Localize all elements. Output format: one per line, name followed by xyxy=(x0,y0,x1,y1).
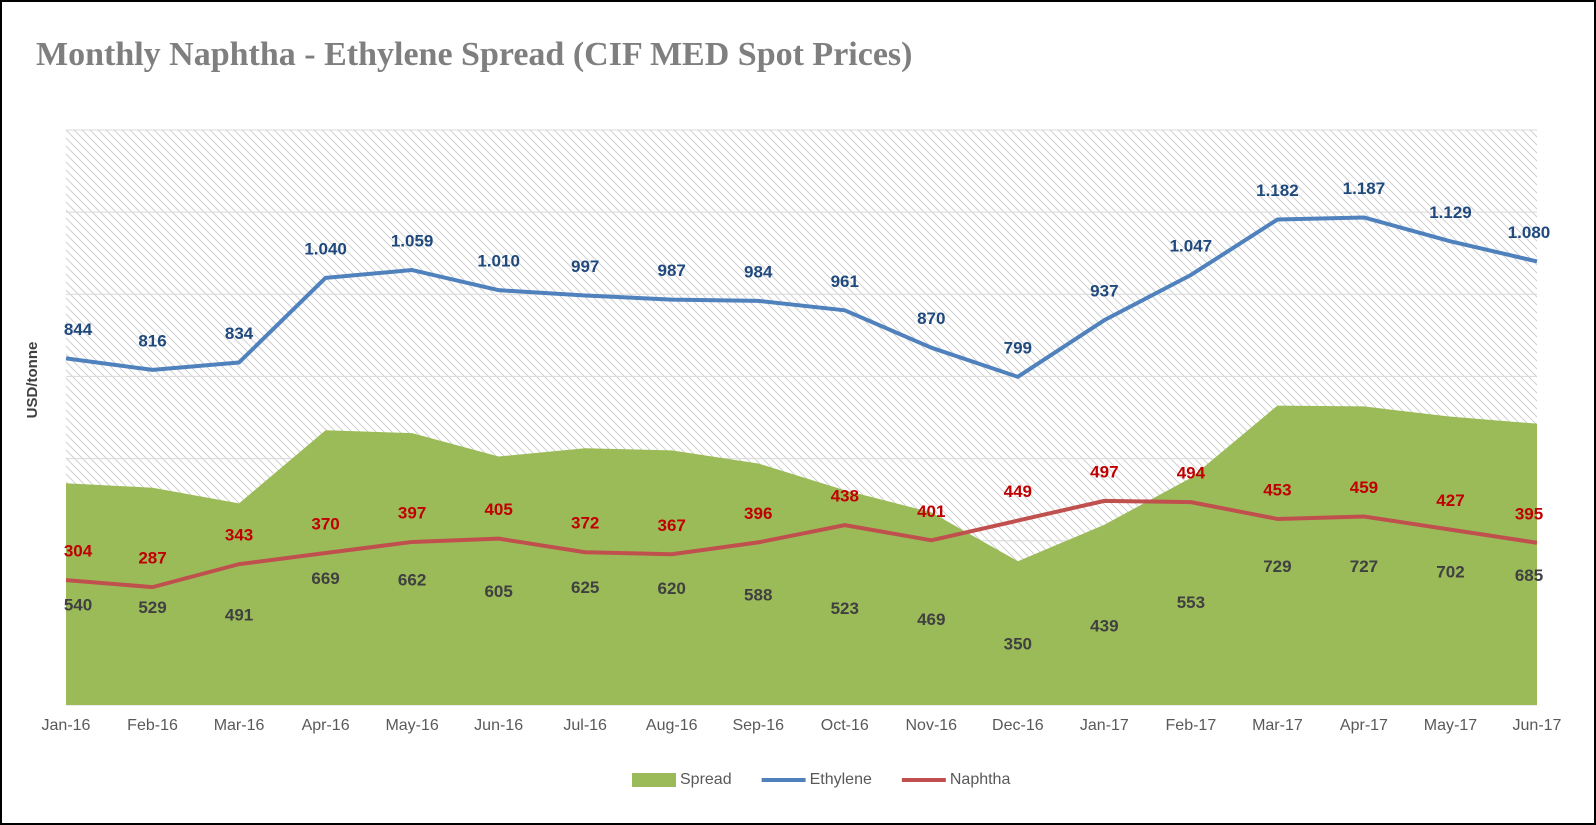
x-tick-label: Jan-16 xyxy=(42,717,91,734)
value-label: 620 xyxy=(658,579,686,598)
value-label: 396 xyxy=(744,504,772,523)
value-label: 702 xyxy=(1436,562,1464,581)
value-label: 1.187 xyxy=(1343,179,1386,198)
value-label: 438 xyxy=(831,487,859,506)
legend-swatch xyxy=(632,773,676,787)
value-label: 401 xyxy=(917,502,945,521)
value-label: 439 xyxy=(1090,616,1118,635)
value-label: 350 xyxy=(1004,635,1032,654)
x-tick-label: May-17 xyxy=(1424,717,1477,734)
line xyxy=(65,498,1538,590)
area xyxy=(66,405,1537,705)
value-label: 984 xyxy=(744,262,773,281)
value-label: 469 xyxy=(917,610,945,629)
value-label: 662 xyxy=(398,571,426,590)
value-label: 685 xyxy=(1515,566,1543,585)
value-label: 427 xyxy=(1436,491,1464,510)
value-label: 370 xyxy=(311,515,339,534)
value-label: 553 xyxy=(1177,593,1205,612)
value-label: 367 xyxy=(658,516,686,535)
legend-label: Ethylene xyxy=(810,771,872,788)
value-label: 625 xyxy=(571,578,599,597)
value-label: 540 xyxy=(64,596,92,615)
value-label: 459 xyxy=(1350,478,1378,497)
x-tick-label: Mar-16 xyxy=(214,717,265,734)
value-label: 987 xyxy=(658,261,686,280)
value-label: 844 xyxy=(64,320,93,339)
value-label: 870 xyxy=(917,309,945,328)
value-label: 287 xyxy=(138,549,166,568)
x-tick-label: Aug-16 xyxy=(646,717,698,734)
value-label: 397 xyxy=(398,503,426,522)
value-label: 669 xyxy=(311,569,339,588)
x-tick-label: Jan-17 xyxy=(1080,717,1129,734)
value-label: 405 xyxy=(484,500,512,519)
x-tick-label: Nov-16 xyxy=(906,717,958,734)
x-tick-label: Feb-17 xyxy=(1166,717,1217,734)
value-label: 937 xyxy=(1090,282,1118,301)
value-label: 529 xyxy=(138,598,166,617)
value-label: 1.080 xyxy=(1508,223,1551,242)
value-label: 834 xyxy=(225,324,254,343)
value-label: 1.040 xyxy=(304,239,347,258)
line xyxy=(65,215,1538,379)
value-label: 372 xyxy=(571,514,599,533)
value-label: 1.059 xyxy=(391,232,434,251)
x-tick-label: Oct-16 xyxy=(821,717,869,734)
x-tick-label: May-16 xyxy=(385,717,438,734)
value-label: 343 xyxy=(225,526,253,545)
value-label: 588 xyxy=(744,586,772,605)
x-tick-label: Apr-16 xyxy=(302,717,350,734)
value-label: 799 xyxy=(1004,338,1032,357)
value-label: 605 xyxy=(484,582,512,601)
value-label: 961 xyxy=(831,272,859,291)
legend-label: Naphtha xyxy=(950,771,1011,788)
x-tick-label: Sep-16 xyxy=(732,717,784,734)
chart-title: Monthly Naphtha - Ethylene Spread (CIF M… xyxy=(36,36,912,73)
value-label: 1.047 xyxy=(1170,236,1213,255)
x-tick-label: Mar-17 xyxy=(1252,717,1303,734)
value-label: 816 xyxy=(138,331,166,350)
value-label: 449 xyxy=(1004,482,1032,501)
value-label: 729 xyxy=(1263,557,1291,576)
value-label: 453 xyxy=(1263,480,1291,499)
value-label: 1.182 xyxy=(1256,181,1299,200)
x-tick-label: Feb-16 xyxy=(127,717,178,734)
value-label: 523 xyxy=(831,599,859,618)
value-label: 1.010 xyxy=(477,252,520,271)
value-label: 491 xyxy=(225,606,253,625)
value-label: 997 xyxy=(571,257,599,276)
y-axis-label: USD/tonne xyxy=(24,342,41,419)
value-label: 494 xyxy=(1177,464,1206,483)
x-tick-label: Jun-17 xyxy=(1513,717,1562,734)
x-tick-label: Jul-16 xyxy=(563,717,607,734)
x-tick-label: Jun-16 xyxy=(474,717,523,734)
x-tick-label: Apr-17 xyxy=(1340,717,1388,734)
value-label: 395 xyxy=(1515,504,1543,523)
legend-label: Spread xyxy=(680,771,732,788)
value-label: 727 xyxy=(1350,557,1378,576)
value-label: 1.129 xyxy=(1429,203,1472,222)
x-tick-label: Dec-16 xyxy=(992,717,1044,734)
value-label: 497 xyxy=(1090,462,1118,481)
value-label: 304 xyxy=(64,542,93,561)
